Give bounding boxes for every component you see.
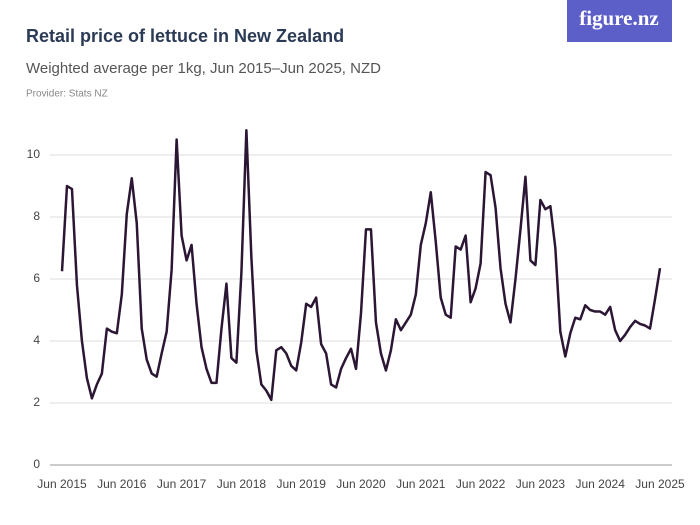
x-tick-label: Jun 2018: [217, 477, 267, 491]
x-tick-label: Jun 2019: [277, 477, 327, 491]
provider: Provider: Stats NZ: [26, 89, 108, 100]
x-tick-label: Jun 2022: [456, 477, 506, 491]
x-tick-label: Jun 2017: [157, 477, 207, 491]
x-tick-label: Jun 2020: [336, 477, 386, 491]
x-tick-label: Jun 2023: [516, 477, 566, 491]
x-tick-label: Jun 2024: [576, 477, 626, 491]
y-tick-label: 2: [33, 395, 40, 409]
y-tick-label: 8: [33, 209, 40, 223]
y-tick-label: 4: [33, 333, 40, 347]
data-line: [60, 128, 662, 402]
x-tick-label: Jun 2021: [396, 477, 446, 491]
logo: figure.nz: [579, 6, 659, 30]
chart-subtitle: Weighted average per 1kg, Jun 2015–Jun 2…: [26, 60, 381, 77]
y-tick-label: 6: [33, 271, 40, 285]
logo-box: [567, 0, 672, 42]
chart-title: Retail price of lettuce in New Zealand: [26, 26, 344, 46]
y-tick-label: 10: [27, 147, 41, 161]
x-tick-label: Jun 2025: [635, 477, 685, 491]
x-tick-label: Jun 2016: [97, 477, 147, 491]
x-tick-label: Jun 2015: [37, 477, 87, 491]
y-tick-label: 0: [33, 457, 40, 471]
